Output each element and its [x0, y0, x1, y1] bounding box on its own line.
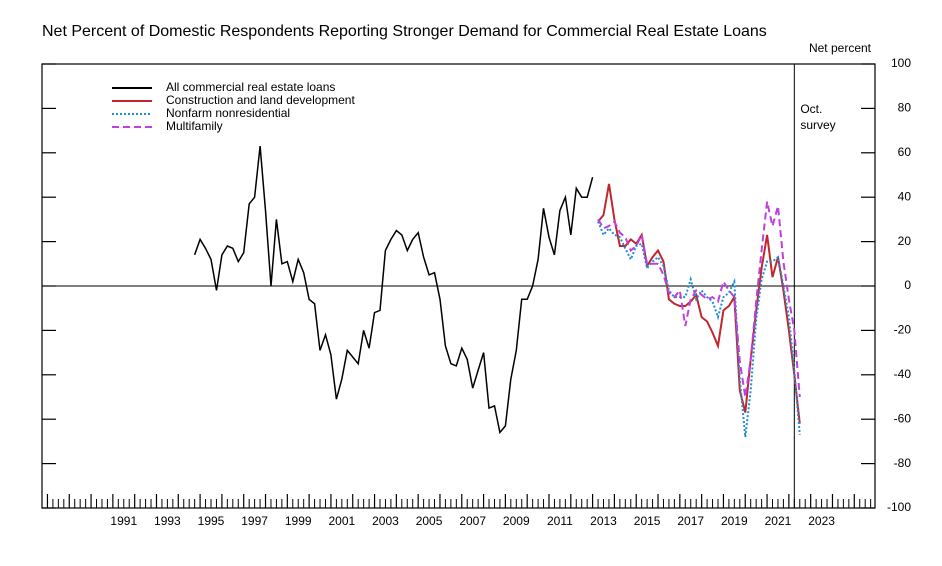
x-tick-label: 2015 [634, 514, 661, 528]
y-tick-label: -80 [894, 456, 912, 470]
series-line [597, 183, 801, 424]
x-tick-label: 2001 [328, 514, 355, 528]
x-tick-label: 2021 [765, 514, 792, 528]
x-tick-label: 1997 [241, 514, 268, 528]
legend-label: Multifamily [166, 119, 223, 133]
x-tick-label: 2013 [590, 514, 617, 528]
x-tick-label: 2011 [547, 514, 573, 528]
chart-title: Net Percent of Domestic Respondents Repo… [42, 23, 767, 40]
y-tick-label: 40 [898, 189, 912, 203]
x-tick-label: 2009 [503, 514, 530, 528]
x-tick-label: 2003 [372, 514, 399, 528]
y-tick-label: 0 [904, 278, 911, 292]
y-axis-label: Net percent [809, 41, 872, 55]
legend-label: Construction and land development [166, 93, 355, 107]
y-tick-label: -100 [887, 500, 911, 514]
series-line [193, 146, 594, 435]
annotation: Oct. survey [800, 102, 835, 132]
x-tick-label: 2019 [721, 514, 748, 528]
x-tick-label: 1995 [198, 514, 225, 528]
y-tick-label: -40 [894, 367, 912, 381]
y-tick-label: -20 [894, 323, 912, 337]
y-tick-label: 100 [891, 56, 911, 70]
series-line [597, 221, 801, 438]
x-tick-label: 1999 [285, 514, 312, 528]
y-tick-label: 80 [898, 101, 912, 115]
legend-label: All commercial real estate loans [166, 80, 335, 94]
x-tick-label: 2017 [677, 514, 704, 528]
x-tick-label: 2007 [459, 514, 486, 528]
y-tick-label: 60 [898, 145, 912, 159]
x-tick-label: 2023 [808, 514, 835, 528]
legend-label: Nonfarm nonresidential [166, 106, 290, 120]
series-line [597, 201, 801, 398]
y-tick-label: -60 [894, 411, 912, 425]
x-tick-label: 2005 [416, 514, 443, 528]
x-tick-label: 1993 [154, 514, 181, 528]
x-tick-label: 1991 [110, 514, 137, 528]
y-tick-label: 20 [898, 234, 912, 248]
